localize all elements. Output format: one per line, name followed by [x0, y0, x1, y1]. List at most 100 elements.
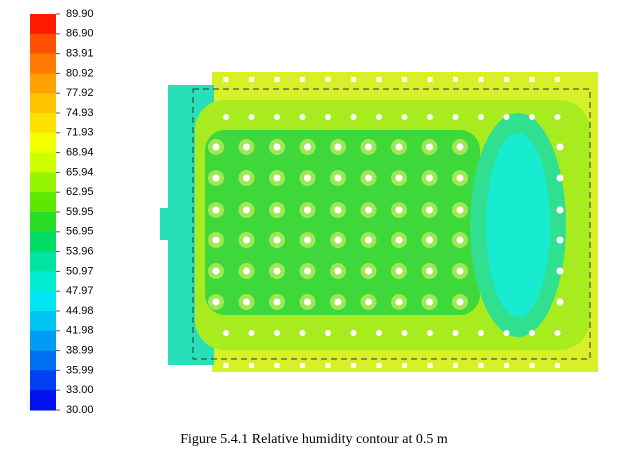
sensor-dot [456, 206, 464, 214]
sensor-dot [456, 267, 464, 275]
colorbar-label: 35.99 [66, 364, 94, 376]
colorbar-label: 44.98 [66, 305, 94, 317]
sensor-dot [365, 174, 372, 182]
sensor-dot [529, 77, 535, 82]
sensor-dot [273, 174, 281, 182]
sensor-dot [334, 267, 342, 275]
sensor-dot [556, 267, 564, 275]
sensor-dot [325, 330, 331, 336]
sensor-dot [273, 236, 281, 244]
sensor-dot [365, 298, 372, 306]
colorbar-band [30, 33, 56, 55]
boundary-dashed [192, 88, 591, 360]
sensor-dot [212, 174, 220, 182]
colorbar-band [30, 330, 56, 352]
colorbar-label: 86.90 [66, 28, 94, 40]
sensor-dot [304, 174, 311, 182]
colorbar-band [30, 93, 56, 114]
sensor-dot [555, 363, 560, 368]
sensor-dot [556, 174, 564, 182]
sensor-dot [274, 77, 280, 82]
sensor-dot [304, 206, 311, 214]
sensor-dot [223, 363, 229, 368]
sensor-dot [304, 267, 311, 275]
sensor-dot [243, 267, 250, 275]
colorbar-label: 68.94 [66, 147, 94, 159]
caption: Figure 5.4.1 Relative humidity contour a… [180, 432, 448, 447]
sensor-dot [427, 114, 433, 120]
sensor-dot [401, 330, 408, 336]
contour-field [160, 72, 598, 372]
sensor-dot [376, 77, 382, 82]
colorbar-band [30, 152, 56, 173]
sensor-dot [300, 77, 305, 82]
colorbar-band [30, 73, 56, 94]
colorbar-band [30, 53, 56, 74]
sensor-dot [426, 206, 433, 214]
colorbar-band [30, 212, 56, 233]
colorbar-label: 83.91 [66, 48, 94, 60]
sensor-dot [334, 206, 342, 214]
sensor-dot [334, 143, 342, 151]
sensor-dot [401, 114, 408, 120]
sensor-dot [554, 114, 561, 120]
sensor-dot [325, 114, 331, 120]
sensor-dot [395, 236, 403, 244]
colorbar-label: 71.93 [66, 127, 94, 139]
colorbar-label: 59.95 [66, 206, 94, 218]
sensor-dot [334, 298, 342, 306]
sensor-dot [351, 77, 356, 82]
colorbar-band [30, 231, 56, 253]
field-right-core [486, 133, 550, 317]
sensor-dot [223, 114, 229, 120]
sensor-dot [249, 77, 254, 82]
sensor-dot [395, 267, 403, 275]
sensor-dot [212, 298, 220, 306]
colorbar-band [30, 14, 56, 35]
sensor-dot [456, 298, 464, 306]
colorbar-label: 33.00 [66, 384, 94, 396]
sensor-dot [402, 77, 407, 82]
colorbar-label: 53.96 [66, 246, 94, 258]
sensor-dot [248, 114, 255, 120]
sensor-dot [478, 330, 484, 336]
sensor-dot [273, 267, 281, 275]
sensor-dot [529, 363, 535, 368]
sensor-dot [300, 363, 305, 368]
sensor-dot [453, 77, 458, 82]
sensor-dot [503, 330, 510, 336]
sensor-dot [478, 363, 484, 368]
colorbar-band [30, 311, 56, 332]
colorbar-band [30, 192, 56, 213]
colorbar-label: 89.90 [66, 8, 94, 20]
sensor-dot [212, 236, 220, 244]
colorbar-band [30, 132, 56, 154]
colorbar-label: 50.97 [66, 265, 94, 277]
sensor-dot [365, 143, 372, 151]
sensor-dot [274, 114, 280, 120]
sensor-dot [556, 236, 564, 244]
colorbar-band [30, 113, 56, 134]
sensor-dot [426, 267, 433, 275]
sensor-dot [453, 363, 458, 368]
sensor-dot [273, 206, 281, 214]
sensor-dot [334, 174, 342, 182]
colorbar-band [30, 350, 56, 371]
sensor-dot [274, 330, 280, 336]
sensor-dot [556, 298, 564, 306]
colorbar-label: 47.97 [66, 285, 94, 297]
sensor-dot [243, 236, 250, 244]
sensor-dot [223, 77, 229, 82]
sensor-dot [402, 363, 407, 368]
sensor-dot [504, 363, 509, 368]
sensor-dot [426, 298, 433, 306]
sensor-dot [554, 330, 561, 336]
sensor-dot [365, 267, 372, 275]
sensor-dot [325, 77, 331, 82]
colorbar-label: 74.93 [66, 107, 94, 119]
sensor-dot [212, 143, 220, 151]
sensor-dot [426, 174, 433, 182]
sensor-dot [325, 363, 331, 368]
sensor-dot [243, 298, 250, 306]
